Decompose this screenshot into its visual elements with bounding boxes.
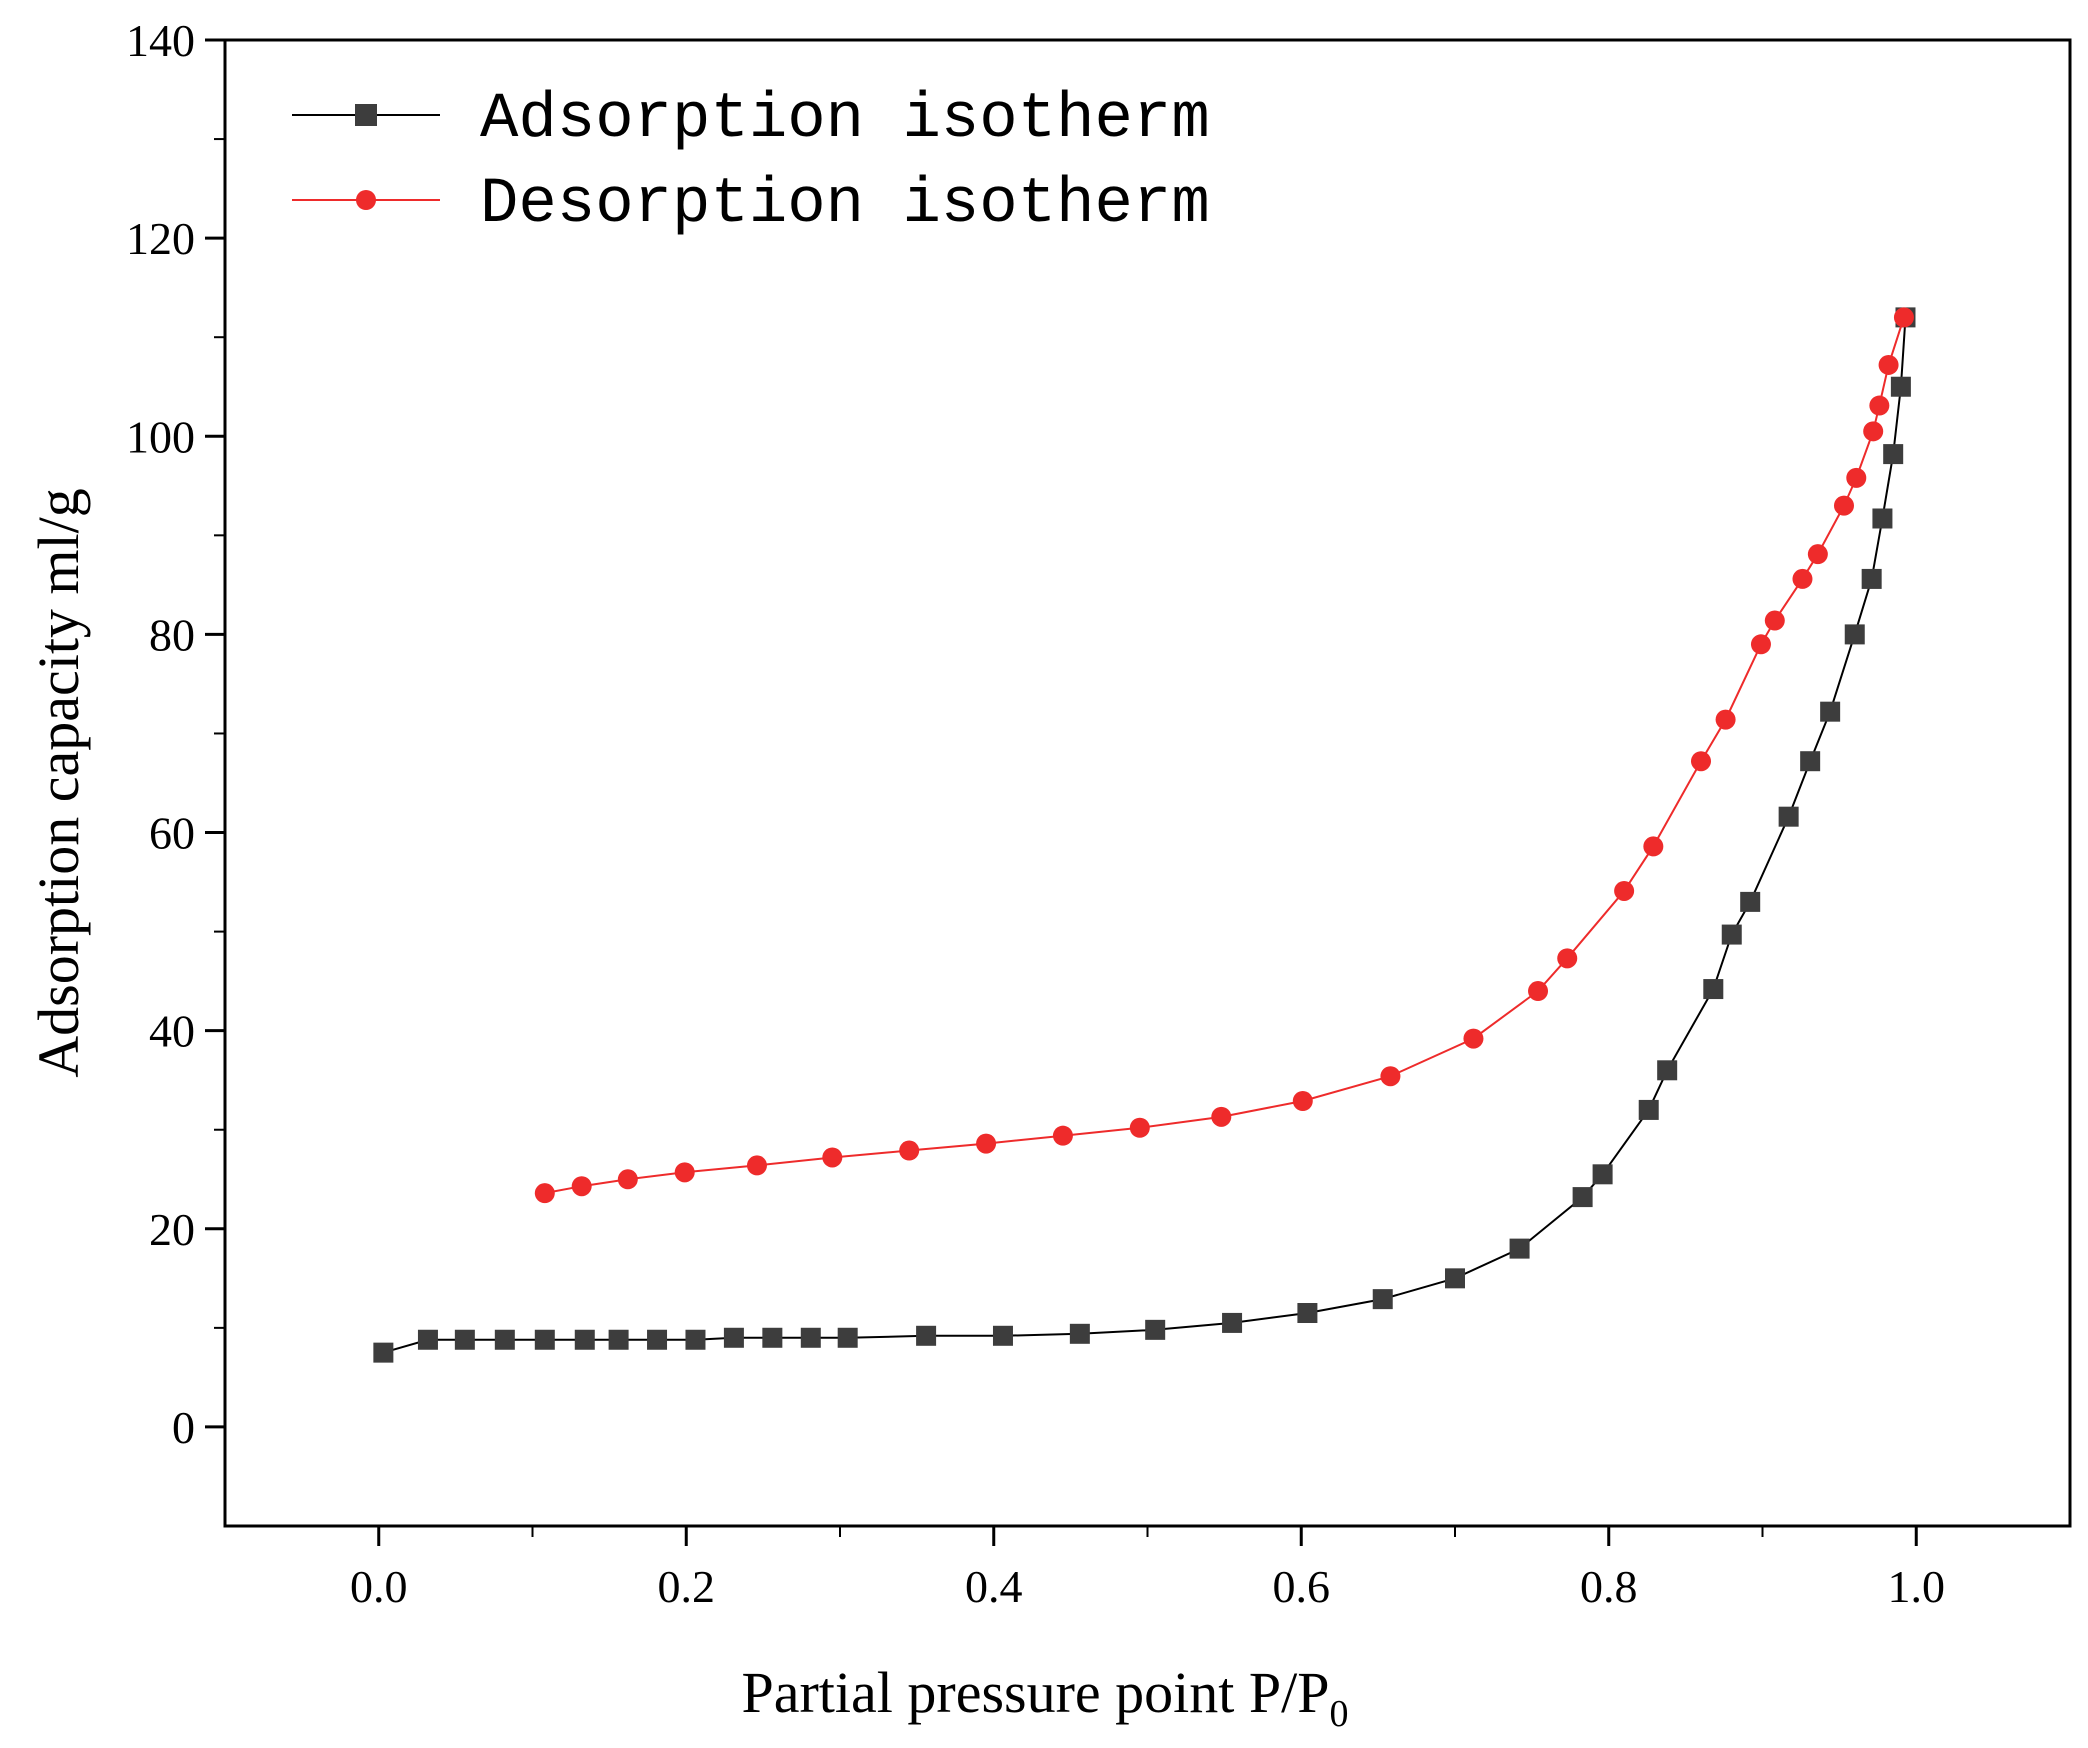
desorption-point: [1211, 1106, 1232, 1127]
adsorption-point: [1703, 979, 1724, 1000]
y-tick-label: 120: [126, 213, 195, 264]
adsorption-point: [417, 1329, 438, 1350]
series-layer: [373, 307, 1916, 1363]
legend-marker-desorption: [356, 190, 376, 210]
desorption-point: [1380, 1066, 1401, 1087]
adsorption-point: [1800, 751, 1821, 772]
adsorption-point: [1861, 568, 1882, 589]
y-tick-label: 20: [149, 1204, 195, 1255]
desorption-point: [1792, 568, 1813, 589]
x-tick-label: 0.8: [1580, 1561, 1638, 1612]
adsorption-point: [1638, 1099, 1659, 1120]
adsorption-point: [494, 1329, 515, 1350]
adsorption-point: [647, 1329, 668, 1350]
adsorption-point: [454, 1329, 475, 1350]
y-axis-ticks: 0 20 40 60 80 100 120 140: [126, 15, 225, 1453]
desorption-point: [1292, 1091, 1313, 1112]
desorption-point: [1869, 395, 1890, 416]
desorption-point: [617, 1169, 638, 1190]
adsorption-point: [534, 1329, 555, 1350]
x-tick-label: 0.0: [350, 1561, 408, 1612]
adsorption-point: [992, 1325, 1013, 1346]
desorption-point: [1557, 948, 1578, 969]
adsorption-point: [1778, 806, 1799, 827]
y-tick-label: 60: [149, 808, 195, 859]
legend: Adsorption isotherm Desorption isotherm: [292, 84, 1210, 241]
adsorption-point: [1297, 1303, 1318, 1324]
desorption-point: [1878, 354, 1899, 375]
desorption-point: [746, 1155, 767, 1176]
adsorption-point: [1445, 1268, 1465, 1289]
adsorption-point: [1740, 891, 1761, 912]
desorption-point: [1463, 1028, 1484, 1049]
adsorption-point: [837, 1327, 858, 1348]
desorption-point: [1846, 467, 1867, 488]
desorption-point: [1863, 421, 1884, 442]
y-tick-label: 100: [126, 411, 195, 462]
adsorption-point: [1890, 376, 1911, 397]
y-tick-label: 140: [126, 15, 195, 66]
x-tick-label: 0.6: [1273, 1561, 1331, 1612]
desorption-point: [1129, 1117, 1150, 1138]
desorption-point: [674, 1162, 695, 1183]
plot-frame: [223, 38, 2072, 1528]
y-axis-title: Adsorption capacity ml/g: [26, 488, 91, 1078]
adsorption-point: [373, 1342, 394, 1363]
desorption-point: [571, 1176, 592, 1197]
desorption-point: [1643, 836, 1664, 857]
desorption-point: [1750, 634, 1771, 655]
desorption-point: [1715, 709, 1736, 730]
desorption-point: [822, 1147, 843, 1168]
adsorption-point: [608, 1329, 629, 1350]
x-axis-title-main: Partial pressure point P/P: [741, 1660, 1329, 1725]
adsorption-point: [1222, 1312, 1243, 1333]
desorption-point: [1528, 981, 1549, 1002]
series-line-adsorption: [383, 317, 1907, 1354]
adsorption-point: [1509, 1238, 1530, 1259]
desorption-point: [1052, 1125, 1073, 1146]
desorption-point: [976, 1133, 997, 1154]
desorption-point: [1893, 307, 1914, 328]
x-axis-title-subscript: 0: [1330, 1693, 1349, 1735]
adsorption-point: [916, 1325, 937, 1346]
adsorption-point: [1572, 1187, 1593, 1208]
adsorption-point: [1069, 1323, 1090, 1344]
adsorption-point: [1592, 1164, 1613, 1185]
legend-marker-adsorption: [355, 104, 377, 126]
x-axis-ticks: 0.0 0.2 0.4 0.6 0.8 1.0: [350, 1526, 1945, 1612]
adsorption-point: [1872, 508, 1893, 529]
x-tick-label: 1.0: [1888, 1561, 1946, 1612]
adsorption-point: [1657, 1060, 1678, 1081]
adsorption-point: [1883, 444, 1904, 465]
adsorption-point: [762, 1327, 783, 1348]
desorption-point: [534, 1183, 555, 1204]
adsorption-point: [685, 1329, 706, 1350]
legend-label-adsorption: Adsorption isotherm: [480, 84, 1210, 156]
desorption-point: [1614, 880, 1635, 901]
desorption-point: [1833, 495, 1854, 516]
y-tick-label: 40: [149, 1006, 195, 1057]
legend-label-desorption: Desorption isotherm: [480, 169, 1210, 241]
adsorption-point: [574, 1329, 595, 1350]
adsorption-point: [1721, 924, 1742, 945]
adsorption-point: [1372, 1289, 1393, 1310]
adsorption-point: [800, 1327, 821, 1348]
desorption-point: [1807, 544, 1828, 565]
desorption-point: [899, 1140, 920, 1161]
x-axis-title: Partial pressure point P/P0: [741, 1660, 1348, 1735]
y-tick-label: 0: [172, 1402, 195, 1453]
adsorption-point: [1820, 701, 1841, 722]
y-tick-label: 80: [149, 609, 195, 660]
x-tick-label: 0.4: [965, 1561, 1023, 1612]
adsorption-point: [1145, 1319, 1166, 1340]
desorption-point: [1764, 610, 1785, 631]
x-tick-label: 0.2: [658, 1561, 716, 1612]
adsorption-point: [723, 1327, 744, 1348]
desorption-point: [1691, 751, 1711, 772]
adsorption-point: [1844, 624, 1865, 645]
